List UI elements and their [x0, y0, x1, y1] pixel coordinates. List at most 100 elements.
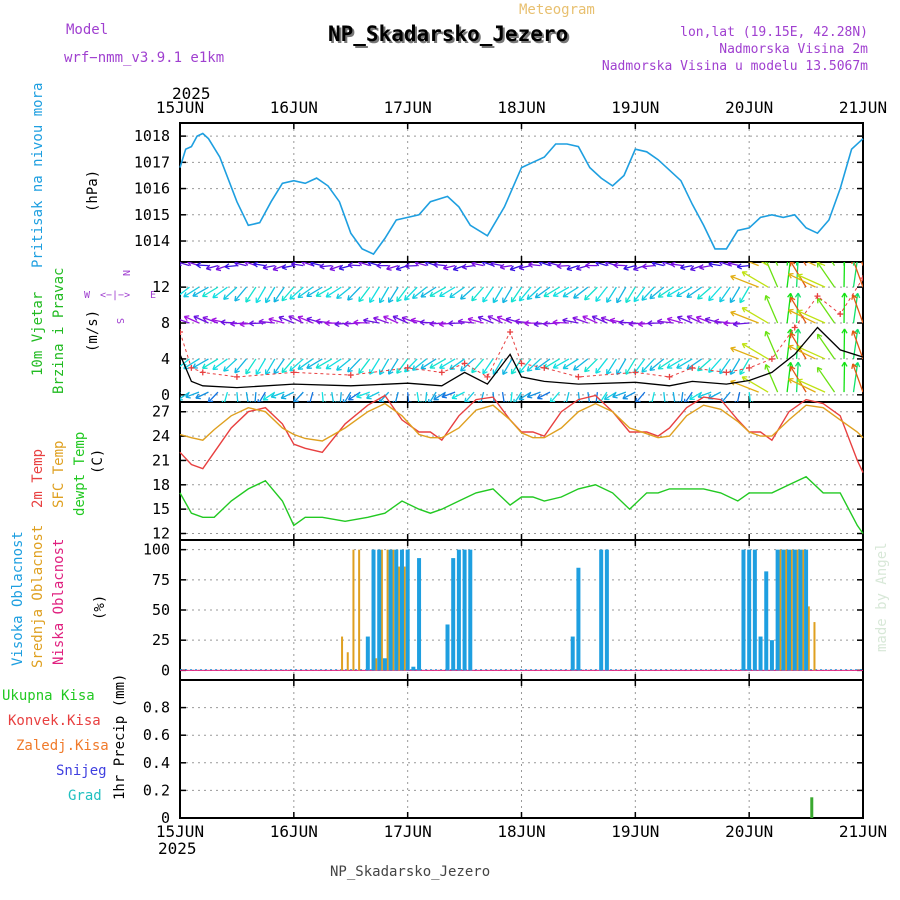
wind-arrow-head [797, 378, 803, 381]
wind-gust-point [632, 369, 639, 376]
x-day-label: 18JUN [497, 822, 545, 841]
wind-arrow-head [185, 392, 190, 398]
wind-arrow [280, 391, 295, 399]
wind-arrow [439, 286, 456, 297]
wind-gust-point [180, 329, 183, 335]
wind-arrow-head [736, 263, 742, 268]
wind-arrow-head [613, 262, 619, 266]
wind-arrow-head [174, 318, 177, 322]
wind-arrow-head [230, 323, 236, 327]
wind-arrow-head [272, 269, 279, 272]
wind-arrow-head [514, 318, 520, 322]
wind-arrow [420, 286, 437, 298]
wind-arrow-head [768, 262, 771, 264]
wind-arrow-head [552, 321, 558, 326]
wind-arrow [595, 286, 608, 302]
wind-arrow-head [168, 266, 172, 269]
wind-arrow [526, 286, 541, 300]
wind-arrow-head [223, 369, 229, 372]
wind-arrow-head [307, 400, 309, 402]
wind-arrow [192, 286, 209, 297]
wind-speed-line [180, 326, 863, 389]
wind-arrow-head [731, 255, 734, 259]
wind-arrow [358, 286, 371, 302]
panel-frame [179, 679, 864, 819]
wind-arrow [565, 391, 570, 402]
wind-arrow-head [526, 294, 530, 300]
wind-arrow-head [369, 371, 375, 375]
wind-arrow [429, 358, 446, 369]
model-altitude-label: Nadmorska Visina u modelu 13.5067m [602, 59, 868, 74]
wind-arrow-head [461, 266, 468, 270]
wind-arrow-head [358, 368, 361, 374]
wind-arrow [509, 264, 522, 271]
wind-arrow-head [457, 320, 463, 325]
wind-ylabel-1: 10m Vjetar [30, 292, 46, 376]
pressure-ylabel: Pritisak na nivou mora [30, 83, 46, 268]
wind-arrow-head [641, 370, 648, 373]
wind-arrow-head [641, 298, 648, 301]
wind-arrow-head [306, 291, 310, 297]
wind-arrow [439, 358, 456, 369]
wind-arrow-head [412, 368, 418, 371]
wind-arrow-head [185, 396, 191, 399]
wind-arrow-head [202, 317, 207, 322]
wind-gust-point [290, 369, 297, 376]
wind-arrow-head [505, 316, 512, 320]
wind-arrow-head [708, 367, 711, 373]
wind-arrow [534, 358, 551, 371]
y-tick-label: 0.4 [143, 754, 170, 772]
wind-arrow [573, 286, 589, 299]
wind-arrow-head [419, 321, 425, 326]
wind-arrow-head [245, 371, 251, 375]
wind-arrow [606, 286, 617, 303]
wind-arrow-head [563, 400, 566, 402]
wind-arrow [616, 286, 627, 304]
wind-arrow [195, 391, 209, 399]
wind-arrow-head [708, 298, 714, 302]
panel-frame [179, 401, 864, 541]
wind-arrow-head [788, 309, 792, 315]
wind-arrow [230, 322, 247, 325]
wind-arrow-head [212, 292, 216, 298]
wind-arrow-head [524, 320, 530, 324]
high-cloud-bar [769, 640, 774, 671]
y-tick-label: 100 [143, 541, 170, 559]
wind-arrow [369, 286, 380, 303]
wind-arrow [262, 391, 276, 401]
wind-arrow-head [363, 317, 369, 321]
wind-arrow [592, 315, 608, 324]
wind-arrow [180, 392, 181, 394]
x-day-label: 16JUN [270, 822, 318, 841]
wind-arrow-head [527, 297, 533, 300]
wind-arrow [518, 286, 532, 302]
wind-arrow [619, 321, 636, 324]
wind-unit: (m/s) [85, 310, 101, 352]
wind-arrow [582, 315, 598, 324]
high-cloud-bar [781, 549, 786, 671]
wind-arrow-head [315, 320, 321, 325]
wind-arrow-head [239, 323, 245, 328]
wind-arrow-head [347, 262, 353, 266]
wind-arrow-head [234, 298, 240, 302]
wind-arrow-head [713, 320, 719, 325]
wind-arrow-head [619, 319, 625, 323]
wind-arrow-head [519, 370, 525, 374]
wind-arrow [234, 358, 247, 374]
wind-arrow [852, 262, 858, 288]
wind-arrow-head [262, 267, 268, 271]
wind-arrow [291, 263, 304, 267]
footer-station: NP_Skadarsko_Jezero [330, 864, 490, 880]
wind-arrow-head [739, 299, 745, 304]
y-tick-label: 0.8 [143, 699, 170, 717]
wind-arrow [518, 391, 532, 401]
wind-arrow [788, 273, 816, 288]
wind-arrow-head [765, 294, 771, 299]
wind-arrow-head [851, 330, 854, 336]
wind-arrow-head [180, 263, 182, 267]
wind-arrow-head [319, 266, 325, 270]
wind-arrow-head [239, 320, 245, 325]
wind-arrow-head [687, 315, 693, 317]
wind-arrow [464, 391, 475, 402]
high-cloud-bar [741, 549, 746, 671]
